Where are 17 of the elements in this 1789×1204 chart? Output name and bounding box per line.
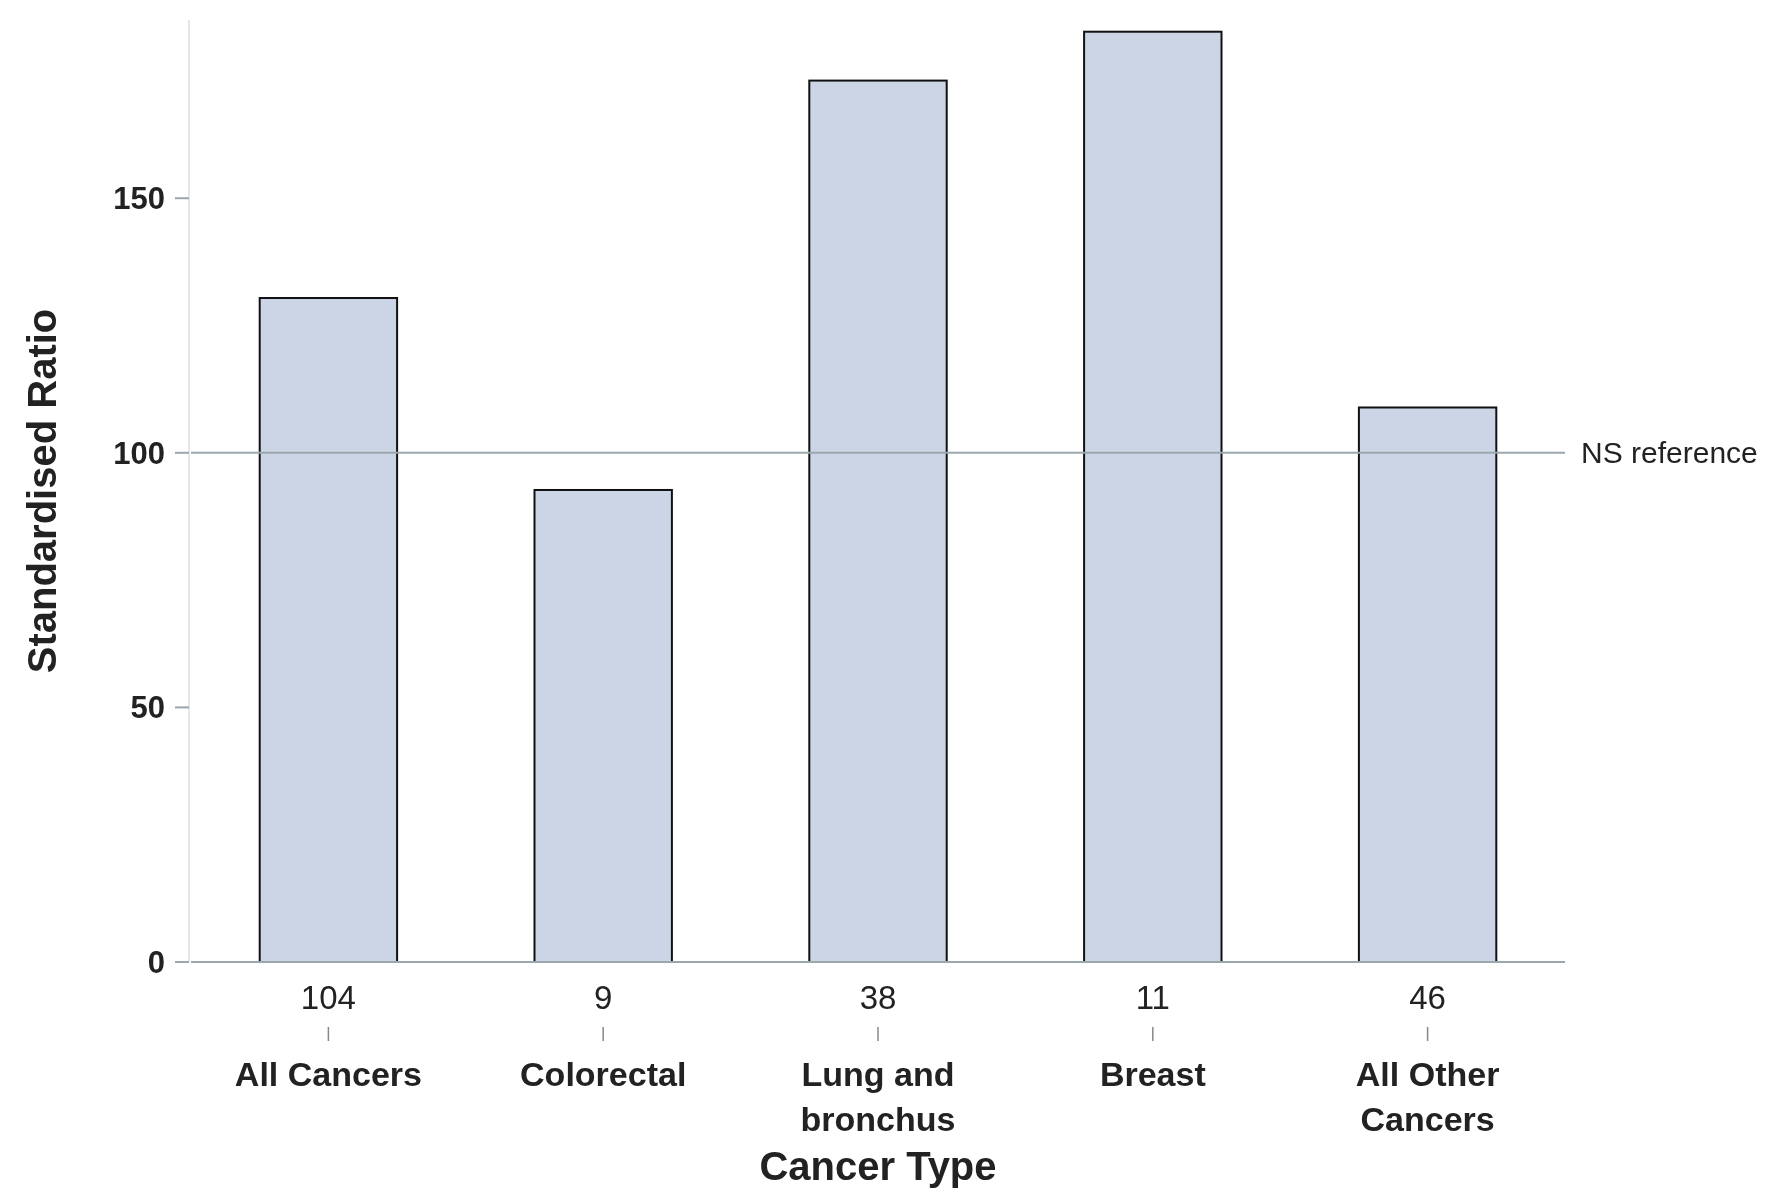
x-tick-label: All Other Cancers	[1355, 1055, 1500, 1138]
annotation: 104	[300, 979, 356, 1016]
y-axis-title: Standardised Ratio	[20, 308, 64, 674]
y-tick-label: 0	[147, 944, 165, 980]
annotation: 11	[1135, 979, 1170, 1016]
x-tick-label: Colorectal	[520, 1055, 687, 1093]
x-axis-title: Cancer Type	[759, 1144, 997, 1188]
x-tick-label: Breast	[1099, 1055, 1206, 1093]
y-tick-label: 100	[113, 435, 165, 471]
annotation: 38	[859, 979, 897, 1016]
annotation: 9	[594, 979, 613, 1016]
ref-line-label: NS reference	[1581, 436, 1758, 470]
y-tick-label: 150	[113, 181, 165, 217]
y-tick-label: 50	[130, 690, 165, 726]
x-tick-label: All Cancers	[234, 1055, 422, 1093]
annotation: 46	[1409, 979, 1446, 1016]
x-tick-label: Lung and bronchus	[800, 1055, 956, 1138]
